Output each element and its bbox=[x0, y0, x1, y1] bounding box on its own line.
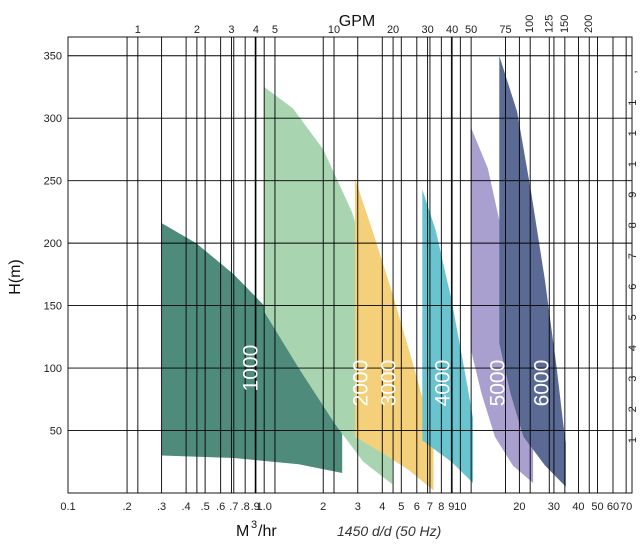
x-tick-label: .8 bbox=[241, 501, 250, 513]
top-tick-label: 20 bbox=[387, 24, 399, 36]
right-axis-glyph: 1 bbox=[627, 437, 639, 443]
top-tick-label: 50 bbox=[465, 24, 477, 36]
x-tick-label: .7 bbox=[229, 501, 238, 513]
x-tick-label: 70 bbox=[620, 501, 632, 513]
right-axis-glyph: 6 bbox=[627, 284, 639, 290]
top-tick-label: 75 bbox=[499, 24, 511, 36]
top-tick-label: 2 bbox=[194, 24, 200, 36]
top-tick-label: 150 bbox=[559, 15, 571, 33]
plot-frame bbox=[67, 36, 633, 494]
right-axis-glyph: 1 bbox=[627, 161, 639, 167]
right-axis-glyph: , bbox=[627, 70, 639, 73]
top-tick-label: 3 bbox=[228, 24, 234, 36]
right-axis-glyphs: , 1 1 1 9 8 7 6 5 4 3 2 1 bbox=[627, 70, 639, 443]
right-axis-glyph: 9 bbox=[627, 192, 639, 198]
x-axis-label: M 3 /hr bbox=[236, 519, 277, 540]
x-tick-label: 50 bbox=[591, 501, 603, 513]
region-label-5000: 5000 bbox=[487, 360, 510, 407]
x-tick-label: 20 bbox=[513, 501, 525, 513]
top-tick-label: 10 bbox=[328, 24, 340, 36]
x-tick-label: 6 bbox=[414, 501, 420, 513]
speed-footnote: 1450 d/d (50 Hz) bbox=[337, 523, 441, 539]
x-tick-label: 60 bbox=[607, 501, 619, 513]
x-tick-label: .5 bbox=[201, 501, 210, 513]
x-tick-label: 1.0 bbox=[257, 501, 272, 513]
region-1000 bbox=[161, 223, 343, 473]
region-label-2000: 2000 bbox=[350, 360, 373, 407]
right-axis-glyph: 8 bbox=[627, 222, 639, 228]
top-tick-label: 4 bbox=[253, 24, 259, 36]
right-axis-glyph: 7 bbox=[627, 253, 639, 259]
top-tick-label: 30 bbox=[421, 24, 433, 36]
top-tick-label: 125 bbox=[543, 15, 555, 33]
top-tick-label: 100 bbox=[524, 15, 536, 33]
x-tick-label: 3 bbox=[355, 501, 361, 513]
top-axis-tick-labels: 1 2 3 4 5 10 20 30 40 50 75 100 125 150 200 bbox=[135, 15, 595, 36]
region-labels: 1000 2000 3000 4000 5000 6000 bbox=[239, 345, 553, 407]
region-3000 bbox=[354, 178, 434, 491]
x-tick-label: .3 bbox=[157, 501, 166, 513]
x-tick-label: 9 bbox=[448, 501, 454, 513]
x-tick-label: 10 bbox=[454, 501, 466, 513]
x-tick-label: 0.1 bbox=[60, 501, 75, 513]
x-tick-label: 4 bbox=[379, 501, 385, 513]
x-tick-label: 5 bbox=[398, 501, 404, 513]
top-tick-label: 40 bbox=[446, 24, 458, 36]
y-tick-label: 350 bbox=[44, 51, 62, 63]
top-tick-label: 1 bbox=[135, 24, 141, 36]
grid bbox=[67, 36, 633, 494]
right-axis-glyph: 1 bbox=[627, 100, 639, 106]
right-axis-glyph: 4 bbox=[627, 345, 639, 351]
right-axis-glyph: 1 bbox=[627, 130, 639, 136]
x-tick-label: .4 bbox=[182, 501, 191, 513]
x-axis-label-base: M bbox=[236, 523, 249, 540]
x-tick-label: 8 bbox=[438, 501, 444, 513]
top-tick-label: 5 bbox=[272, 24, 278, 36]
performance-regions bbox=[161, 55, 566, 491]
x-axis-label-unit: /hr bbox=[258, 523, 277, 540]
region-label-6000: 6000 bbox=[531, 360, 554, 407]
top-tick-label: 200 bbox=[583, 15, 595, 33]
region-label-3000: 3000 bbox=[377, 360, 400, 407]
x-tick-label: 7 bbox=[427, 501, 433, 513]
x-tick-label: 2 bbox=[320, 501, 326, 513]
right-axis-glyph: 5 bbox=[627, 314, 639, 320]
x-axis-tick-labels: 0.1 .2 .3 .4 .5 .6 .7.8.91.0 2 3 4 5 6 7 8 9 10 20 30 40 50… bbox=[60, 501, 632, 513]
x-tick-label: .9 bbox=[251, 501, 260, 513]
region-label-1000: 1000 bbox=[239, 345, 262, 392]
y-tick-label: 300 bbox=[44, 113, 62, 125]
y-axis-tick-labels: 50 100 150 200 250 300 350 bbox=[44, 51, 62, 438]
x-axis-label-superscript: 3 bbox=[251, 519, 257, 531]
y-tick-label: 250 bbox=[44, 176, 62, 188]
x-tick-label: .6 bbox=[216, 501, 225, 513]
x-tick-label: 40 bbox=[572, 501, 584, 513]
right-axis-glyph: 2 bbox=[627, 406, 639, 412]
x-tick-label: 30 bbox=[548, 501, 560, 513]
y-tick-label: 50 bbox=[50, 426, 62, 438]
chart-title: GPM bbox=[339, 13, 375, 30]
y-tick-label: 150 bbox=[44, 301, 62, 313]
right-axis-glyph: 3 bbox=[627, 376, 639, 382]
y-axis-label: H(m) bbox=[7, 259, 24, 295]
y-tick-label: 100 bbox=[44, 363, 62, 375]
x-tick-label: .2 bbox=[122, 501, 131, 513]
region-label-4000: 4000 bbox=[431, 360, 454, 407]
y-tick-label: 200 bbox=[44, 238, 62, 250]
